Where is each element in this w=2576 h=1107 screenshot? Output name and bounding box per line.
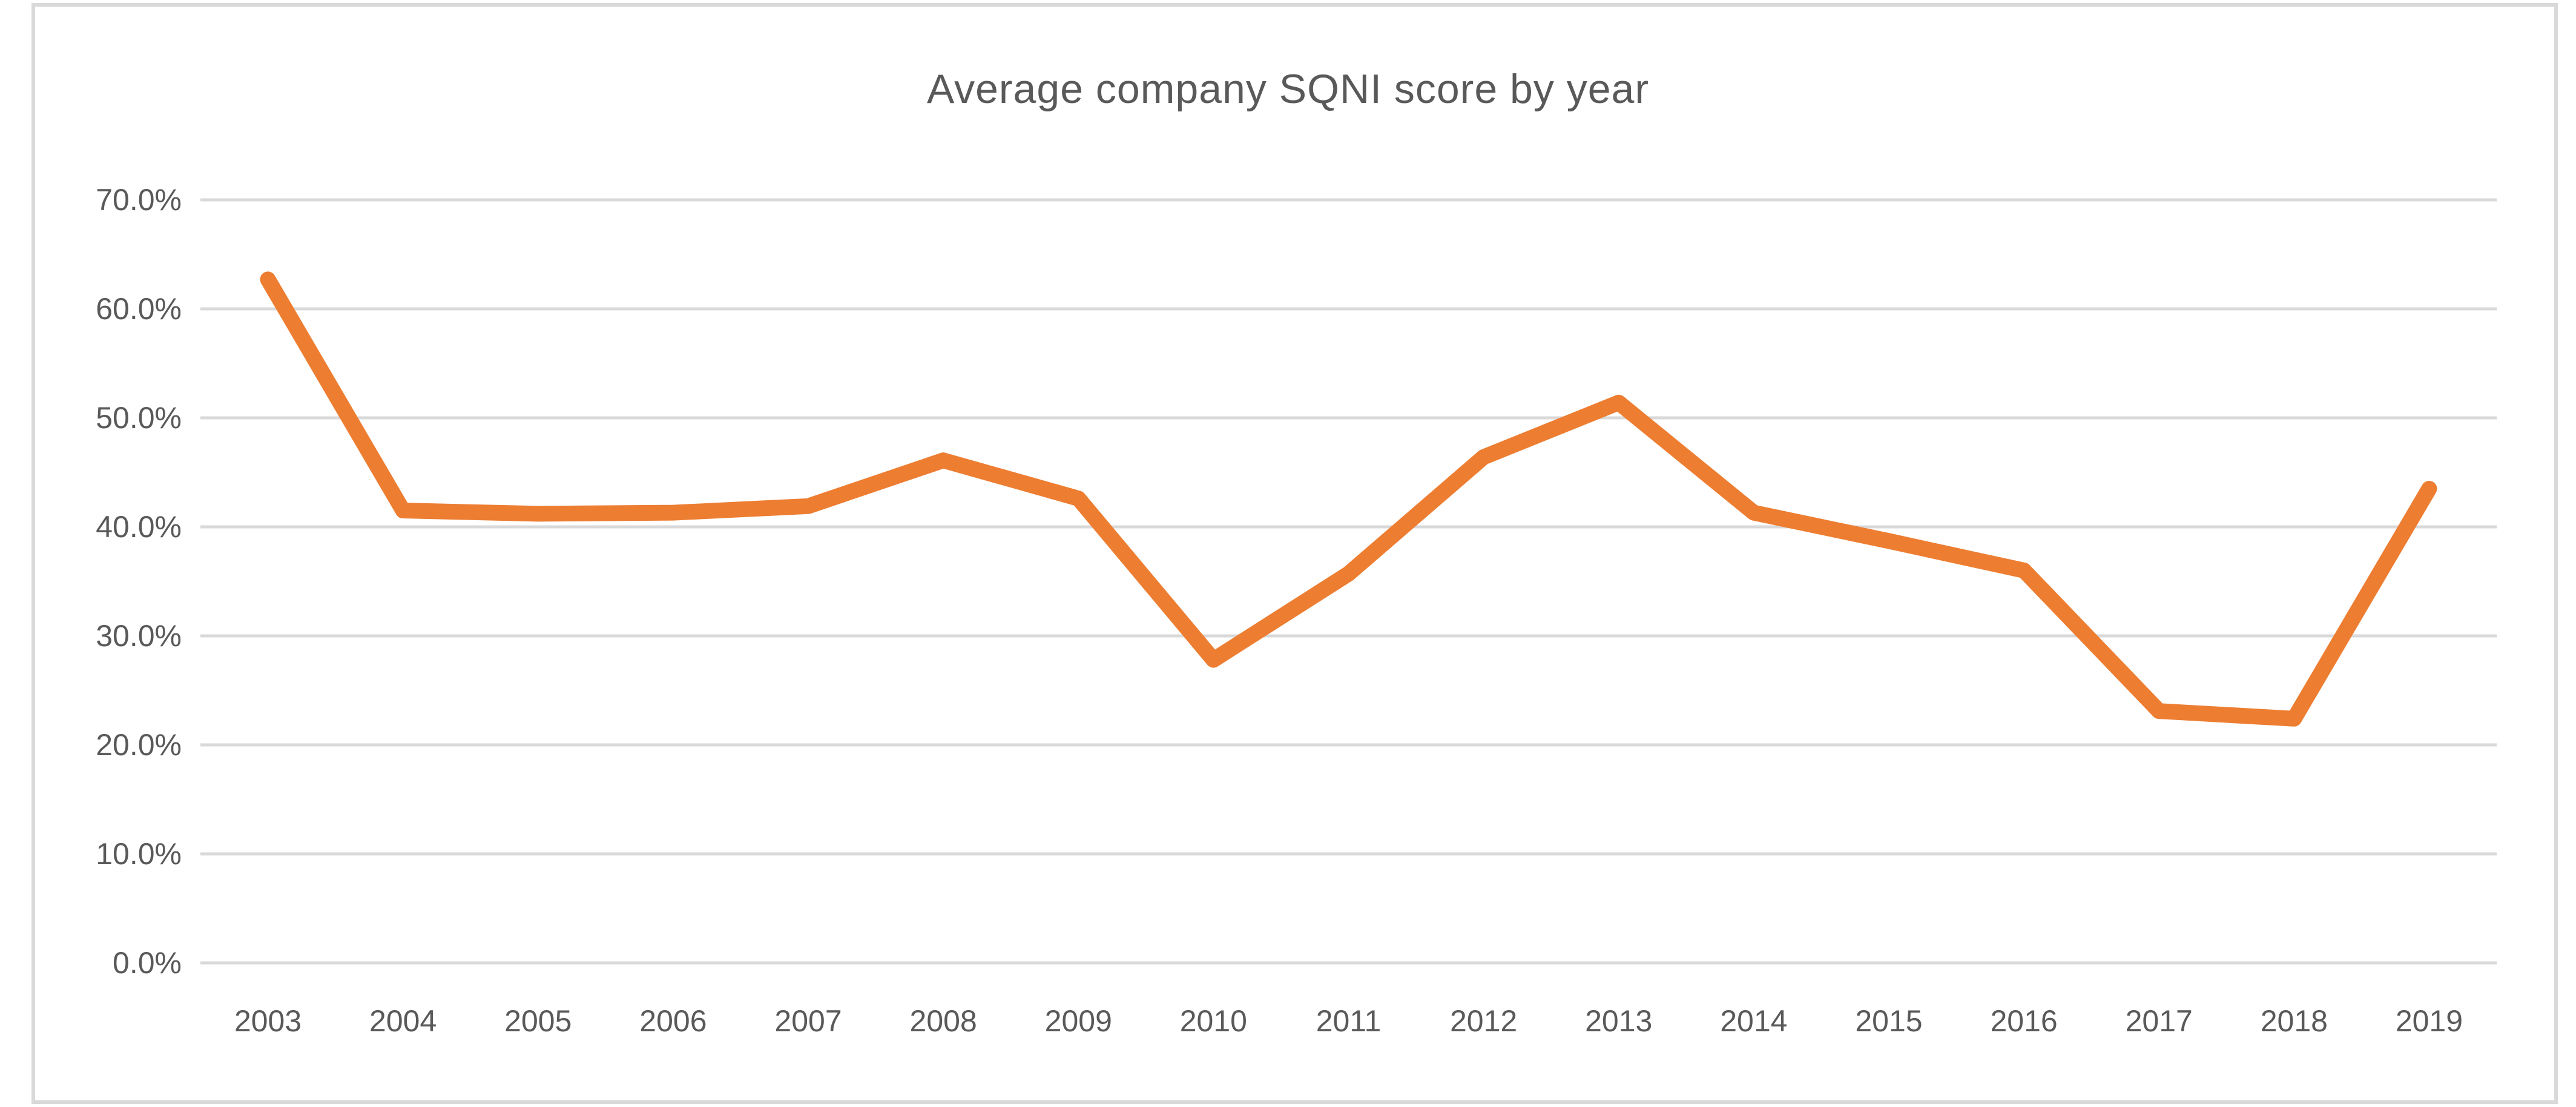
y-axis-tick-label: 0.0% (113, 946, 182, 980)
y-axis-tick-label: 10.0% (96, 837, 182, 871)
chart-border (31, 3, 2558, 1104)
x-axis-tick-label: 2003 (234, 1004, 301, 1038)
x-axis-tick-label: 2014 (1720, 1004, 1787, 1038)
x-axis-tick-label: 2011 (1316, 1004, 1382, 1038)
x-axis-tick-label: 2010 (1180, 1004, 1247, 1038)
x-axis-tick-label: 2019 (2396, 1004, 2463, 1038)
x-axis-tick-label: 2006 (639, 1004, 707, 1038)
y-axis-tick-label: 20.0% (96, 728, 182, 762)
y-axis-tick-label: 40.0% (96, 510, 182, 544)
series-line-average-sqni-score (260, 271, 2437, 727)
x-axis-tick-label: 2018 (2261, 1004, 2328, 1038)
x-axis-tick-label: 2009 (1045, 1004, 1112, 1038)
x-axis-tick-label: 2013 (1585, 1004, 1652, 1038)
x-axis-tick-label: 2016 (1990, 1004, 2057, 1038)
y-axis-tick-label: 50.0% (96, 401, 182, 435)
x-axis-tick-label: 2012 (1450, 1004, 1517, 1038)
x-axis-tick-label: 2015 (1855, 1004, 1922, 1038)
y-axis-tick-label: 30.0% (96, 619, 182, 653)
y-axis-tick-label: 70.0% (96, 183, 182, 217)
x-axis-tick-label: 2005 (504, 1004, 572, 1038)
x-axis-tick-label: 2004 (369, 1004, 436, 1038)
x-axis-tick-label: 2007 (774, 1004, 842, 1038)
x-axis-tick-label: 2008 (910, 1004, 977, 1038)
y-axis-tick-label: 60.0% (96, 292, 182, 326)
x-axis-tick-label: 2017 (2126, 1004, 2193, 1038)
chart-title: Average company SQNI score by year (926, 66, 1650, 112)
